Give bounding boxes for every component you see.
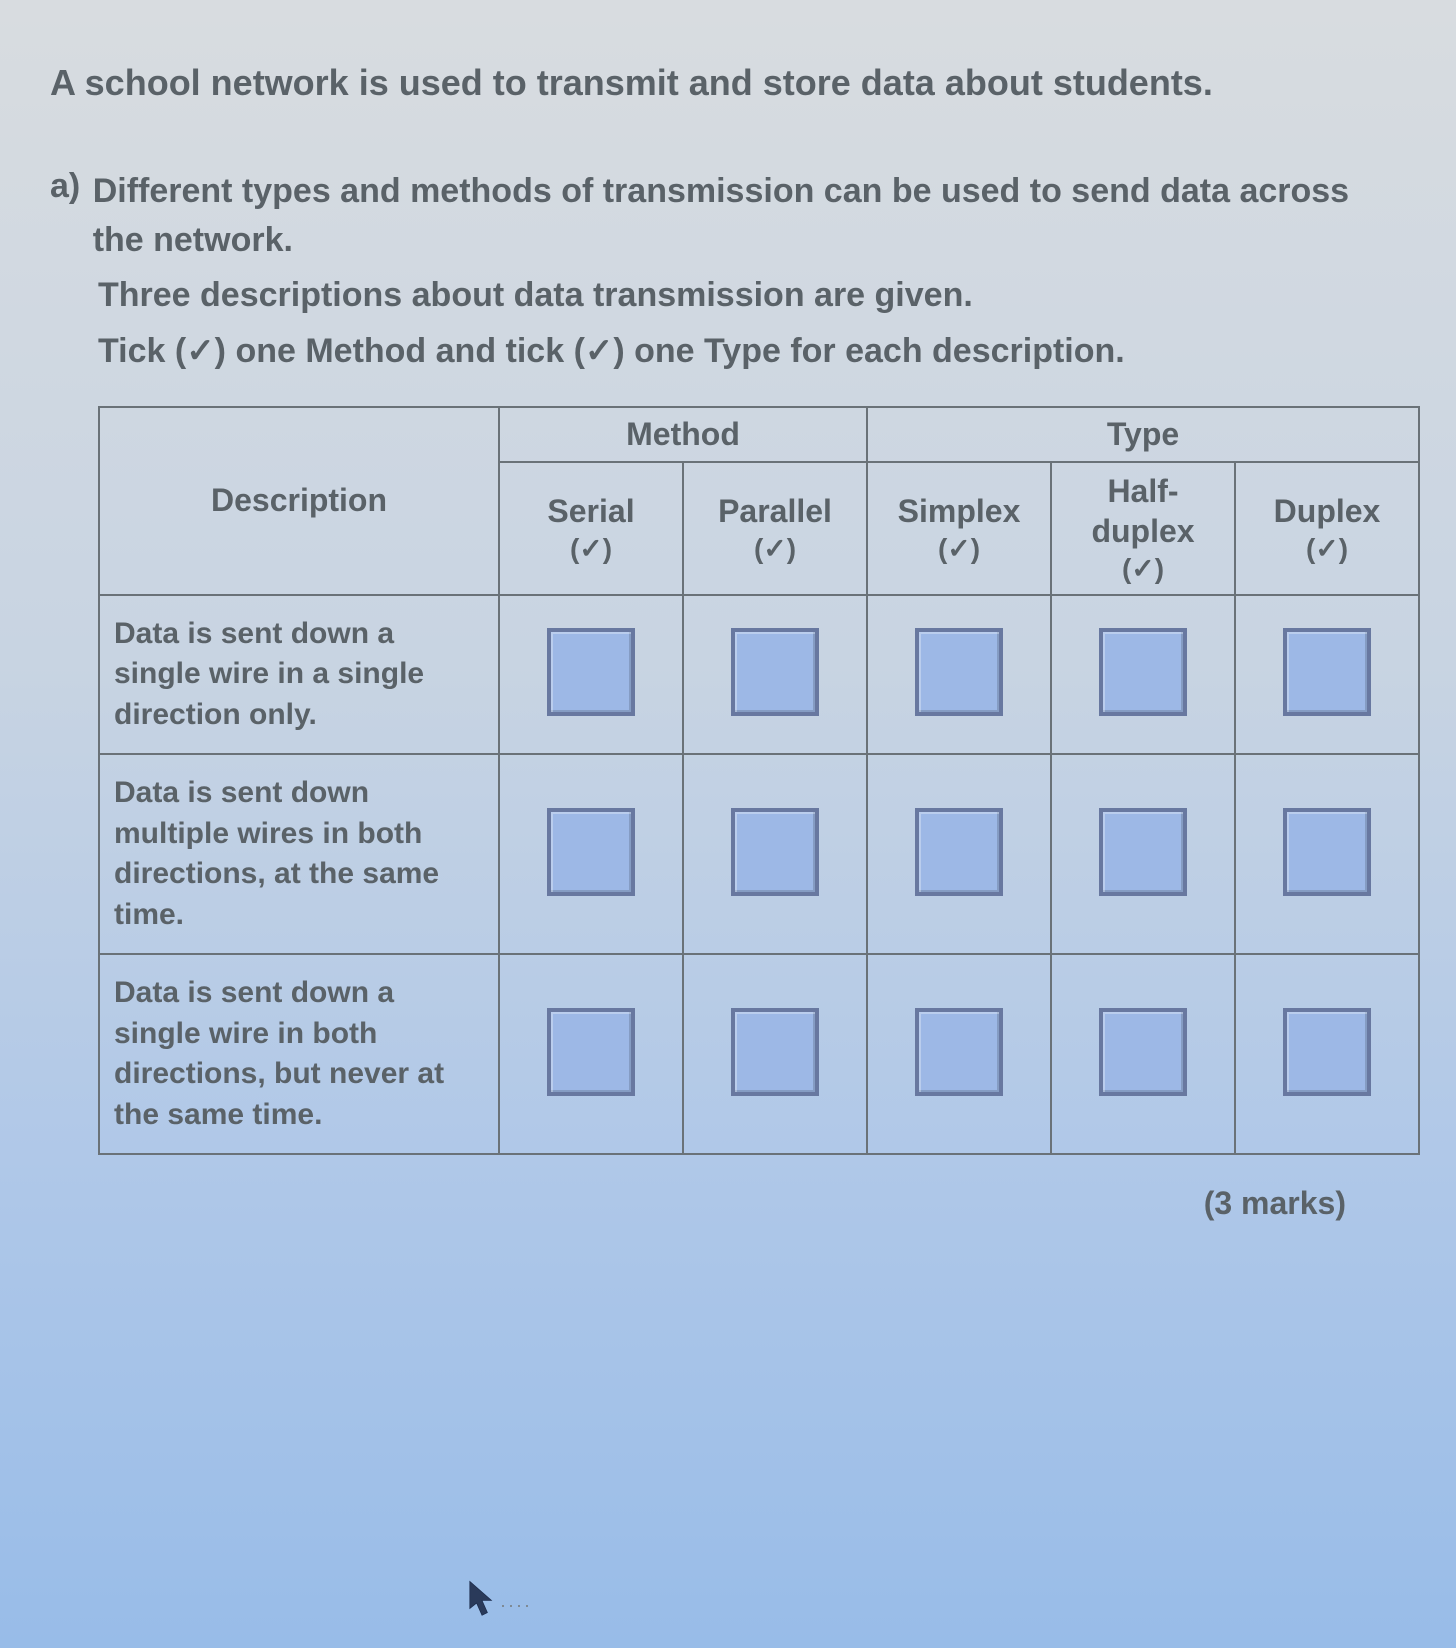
row-2-halfduplex [1051, 754, 1235, 954]
col-serial-tick: (✓) [506, 531, 676, 566]
col-parallel: Parallel (✓) [683, 462, 867, 595]
col-duplex-tick: (✓) [1242, 531, 1412, 566]
checkbox[interactable] [547, 808, 635, 896]
row-3-duplex [1235, 954, 1419, 1154]
col-duplex: Duplex (✓) [1235, 462, 1419, 595]
question-block: a) Different types and methods of transm… [50, 167, 1406, 376]
page-content: A school network is used to transmit and… [0, 0, 1456, 1262]
row-2-serial [499, 754, 683, 954]
question-letter: a) [50, 167, 80, 206]
checkbox[interactable] [915, 808, 1003, 896]
checkbox[interactable] [1099, 808, 1187, 896]
row-1-parallel [683, 595, 867, 755]
col-duplex-label: Duplex [1242, 491, 1412, 531]
question-line-2: Three descriptions about data transmissi… [98, 271, 1406, 320]
method-header: Method [499, 407, 867, 462]
row-2-duplex [1235, 754, 1419, 954]
checkbox[interactable] [547, 1008, 635, 1096]
checkbox[interactable] [1099, 628, 1187, 716]
col-simplex-tick: (✓) [874, 531, 1044, 566]
header-row-1: Description Method Type [99, 407, 1419, 462]
row-3-parallel [683, 954, 867, 1154]
checkbox[interactable] [915, 1008, 1003, 1096]
table-row: Data is sent down a single wire in both … [99, 954, 1419, 1154]
table-row: Data is sent down multiple wires in both… [99, 754, 1419, 954]
row-3-simplex [867, 954, 1051, 1154]
marks-label: (3 marks) [50, 1185, 1346, 1222]
row-2-parallel [683, 754, 867, 954]
checkbox[interactable] [1099, 1008, 1187, 1096]
checkbox[interactable] [915, 628, 1003, 716]
description-header: Description [99, 407, 499, 595]
row-1-simplex [867, 595, 1051, 755]
type-header: Type [867, 407, 1419, 462]
transmission-table: Description Method Type Serial (✓) Paral… [98, 406, 1420, 1156]
cursor-trail: ···· [500, 1595, 532, 1616]
col-serial-label: Serial [506, 491, 676, 531]
col-serial: Serial (✓) [499, 462, 683, 595]
intro-text: A school network is used to transmit and… [50, 60, 1406, 107]
col-halfduplex: Half-duplex (✓) [1051, 462, 1235, 595]
row-1-duplex [1235, 595, 1419, 755]
checkbox[interactable] [731, 1008, 819, 1096]
checkbox[interactable] [1283, 1008, 1371, 1096]
col-parallel-tick: (✓) [690, 531, 860, 566]
col-simplex: Simplex (✓) [867, 462, 1051, 595]
question-line-3: Tick (✓) one Method and tick (✓) one Typ… [98, 327, 1406, 376]
row-2-desc: Data is sent down multiple wires in both… [99, 754, 499, 954]
checkbox[interactable] [1283, 628, 1371, 716]
col-parallel-label: Parallel [690, 491, 860, 531]
row-1-serial [499, 595, 683, 755]
col-halfduplex-tick: (✓) [1058, 551, 1228, 586]
row-2-simplex [867, 754, 1051, 954]
row-3-halfduplex [1051, 954, 1235, 1154]
table-row: Data is sent down a single wire in a sin… [99, 595, 1419, 755]
cursor-icon [468, 1580, 496, 1618]
question-line-1: Different types and methods of transmiss… [93, 167, 1389, 266]
row-3-desc: Data is sent down a single wire in both … [99, 954, 499, 1154]
question-body: Different types and methods of transmiss… [93, 167, 1389, 272]
col-simplex-label: Simplex [874, 491, 1044, 531]
checkbox[interactable] [731, 628, 819, 716]
question-indent: Three descriptions about data transmissi… [98, 271, 1406, 376]
row-1-desc: Data is sent down a single wire in a sin… [99, 595, 499, 755]
col-halfduplex-label: Half-duplex [1058, 471, 1228, 551]
checkbox[interactable] [731, 808, 819, 896]
checkbox[interactable] [1283, 808, 1371, 896]
checkbox[interactable] [547, 628, 635, 716]
row-1-halfduplex [1051, 595, 1235, 755]
row-3-serial [499, 954, 683, 1154]
